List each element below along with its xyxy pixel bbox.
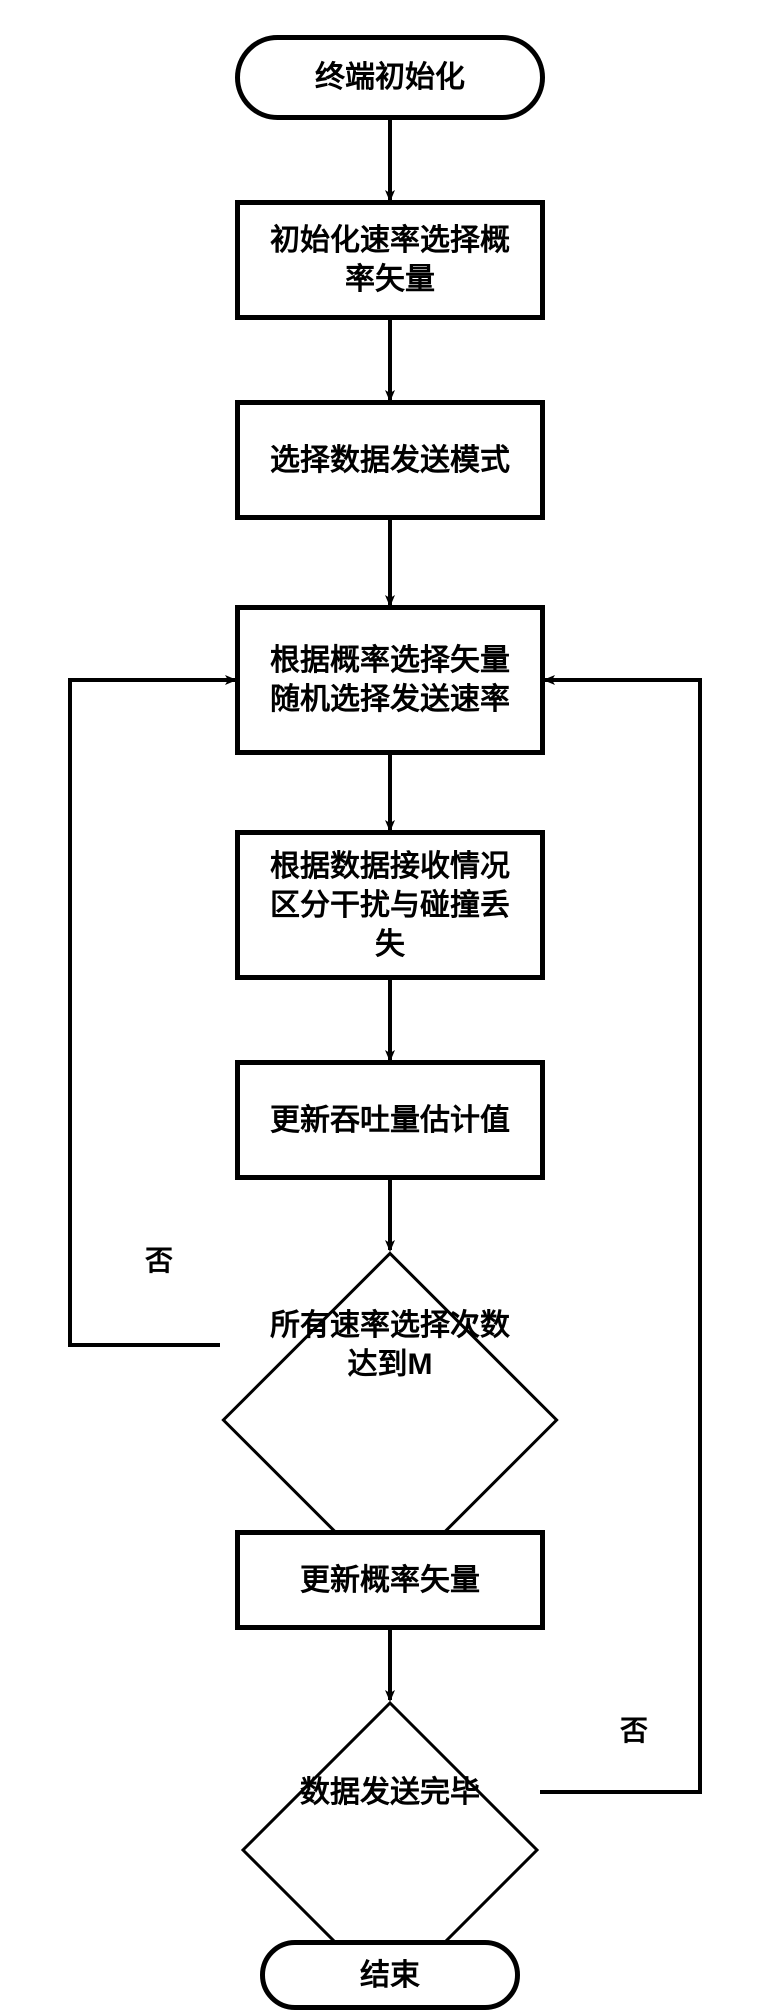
svg-text:否: 否 <box>620 1716 648 1747</box>
node-d1-label: 所有速率选择次数达到M <box>260 1306 520 1384</box>
node-decision-count-m: 所有速率选择次数达到M <box>220 1250 560 1440</box>
node-end: 结束 <box>260 1940 520 2010</box>
node-n4-label: 根据数据接收情况区分干扰与碰撞丢失 <box>258 847 522 964</box>
node-n6-label: 更新概率矢量 <box>300 1561 480 1600</box>
node-n3-label: 根据概率选择矢量随机选择发送速率 <box>258 641 522 719</box>
node-update-throughput: 更新吞吐量估计值 <box>235 1060 545 1180</box>
node-decision-done: 数据发送完毕 <box>240 1700 540 1885</box>
node-n2-label: 选择数据发送模式 <box>270 441 510 480</box>
node-update-prob-vector: 更新概率矢量 <box>235 1530 545 1630</box>
node-select-rate: 根据概率选择矢量随机选择发送速率 <box>235 605 545 755</box>
node-select-send-mode: 选择数据发送模式 <box>235 400 545 520</box>
node-start: 终端初始化 <box>235 35 545 120</box>
node-n1-label: 初始化速率选择概率矢量 <box>258 221 522 299</box>
node-start-label: 终端初始化 <box>315 58 465 97</box>
flowchart-container: 是是否否 终端初始化 初始化速率选择概率矢量 选择数据发送模式 根据概率选择矢量… <box>0 0 776 1997</box>
svg-text:否: 否 <box>145 1246 173 1277</box>
node-end-label: 结束 <box>360 1956 420 1995</box>
node-n5-label: 更新吞吐量估计值 <box>270 1101 510 1140</box>
node-classify-loss: 根据数据接收情况区分干扰与碰撞丢失 <box>235 830 545 980</box>
node-init-prob-vector: 初始化速率选择概率矢量 <box>235 200 545 320</box>
node-d2-label: 数据发送完毕 <box>300 1773 480 1812</box>
